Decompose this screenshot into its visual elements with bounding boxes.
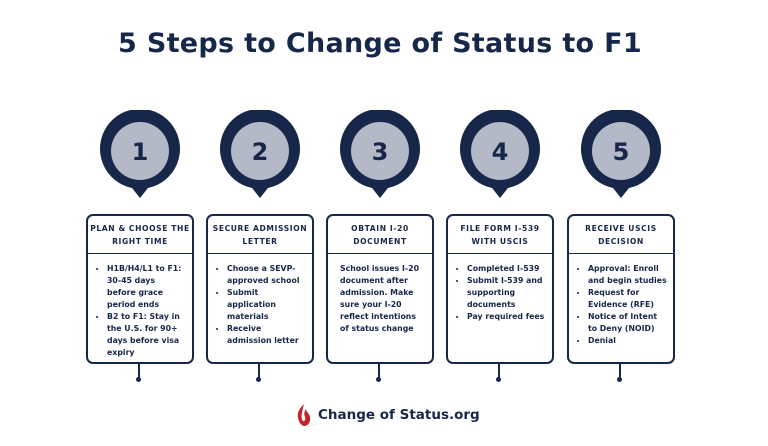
logo: Change of Status.org	[296, 403, 480, 427]
bullet-item: Denial	[588, 335, 667, 347]
step-marker: 1	[100, 110, 180, 198]
step-card: PLAN & CHOOSE THE RIGHT TIME H1B/H4/L1 t…	[86, 214, 194, 364]
step-card: OBTAIN I-20 DOCUMENT School issues I-20 …	[326, 214, 434, 364]
bullet-item: Pay required fees	[467, 311, 546, 323]
bullet-item: Choose a SEVP-approved school	[227, 263, 306, 287]
bullet-item: Completed I-539	[467, 263, 546, 275]
bullet-item: Receive admission letter	[227, 323, 306, 347]
bullet-item: Request for Evidence (RFE)	[588, 287, 667, 311]
step-body: Completed I-539Submit I-539 and supporti…	[448, 254, 552, 323]
step-heading: PLAN & CHOOSE THE RIGHT TIME	[88, 216, 192, 254]
step-heading: OBTAIN I-20 DOCUMENT	[328, 216, 432, 254]
connector-dot	[376, 377, 381, 382]
bullet-item: Approval: Enroll and begin studies	[588, 263, 667, 287]
bullet-item: H1B/H4/L1 to F1: 30-45 days before grace…	[107, 263, 186, 311]
connector-dot	[496, 377, 501, 382]
step-card: SECURE ADMISSION LETTER Choose a SEVP-ap…	[206, 214, 314, 364]
flame-icon	[297, 404, 311, 426]
bullet-item: B2 to F1: Stay in the U.S. for 90+ days …	[107, 311, 186, 359]
step-heading: FILE FORM I-539 WITH USCIS	[448, 216, 552, 254]
step-number: 1	[132, 138, 149, 166]
step-body: School issues I-20 document after admiss…	[328, 254, 432, 335]
connector-dot	[256, 377, 261, 382]
bullet-item: Submit I-539 and supporting documents	[467, 275, 546, 311]
connector-dot	[617, 377, 622, 382]
step-marker: 4	[460, 110, 540, 198]
step-card: RECEIVE USCIS DECISION Approval: Enroll …	[567, 214, 675, 364]
step-marker: 5	[581, 110, 661, 198]
bullet-item: Submit application materials	[227, 287, 306, 323]
connector-line	[378, 362, 380, 379]
step-number: 3	[372, 138, 389, 166]
connector-line	[619, 362, 621, 379]
logo-text: Change of Status.org	[318, 407, 480, 423]
page-title: 5 Steps to Change of Status to F1	[118, 28, 642, 59]
connector-dot	[136, 377, 141, 382]
step-number: 4	[492, 138, 509, 166]
step-number: 2	[252, 138, 269, 166]
connector-line	[498, 362, 500, 379]
step-heading: RECEIVE USCIS DECISION	[569, 216, 673, 254]
step-number: 5	[613, 138, 630, 166]
connector-line	[138, 362, 140, 379]
step-card: FILE FORM I-539 WITH USCIS Completed I-5…	[446, 214, 554, 364]
step-body: Choose a SEVP-approved schoolSubmit appl…	[208, 254, 312, 347]
bullet-item: Notice of Intent to Deny (NOID)	[588, 311, 667, 335]
step-body: Approval: Enroll and begin studiesReques…	[569, 254, 673, 347]
step-marker: 3	[340, 110, 420, 198]
step-text: School issues I-20 document after admiss…	[340, 264, 420, 333]
step-body: H1B/H4/L1 to F1: 30-45 days before grace…	[88, 254, 192, 359]
step-heading: SECURE ADMISSION LETTER	[208, 216, 312, 254]
connector-line	[258, 362, 260, 379]
step-marker: 2	[220, 110, 300, 198]
